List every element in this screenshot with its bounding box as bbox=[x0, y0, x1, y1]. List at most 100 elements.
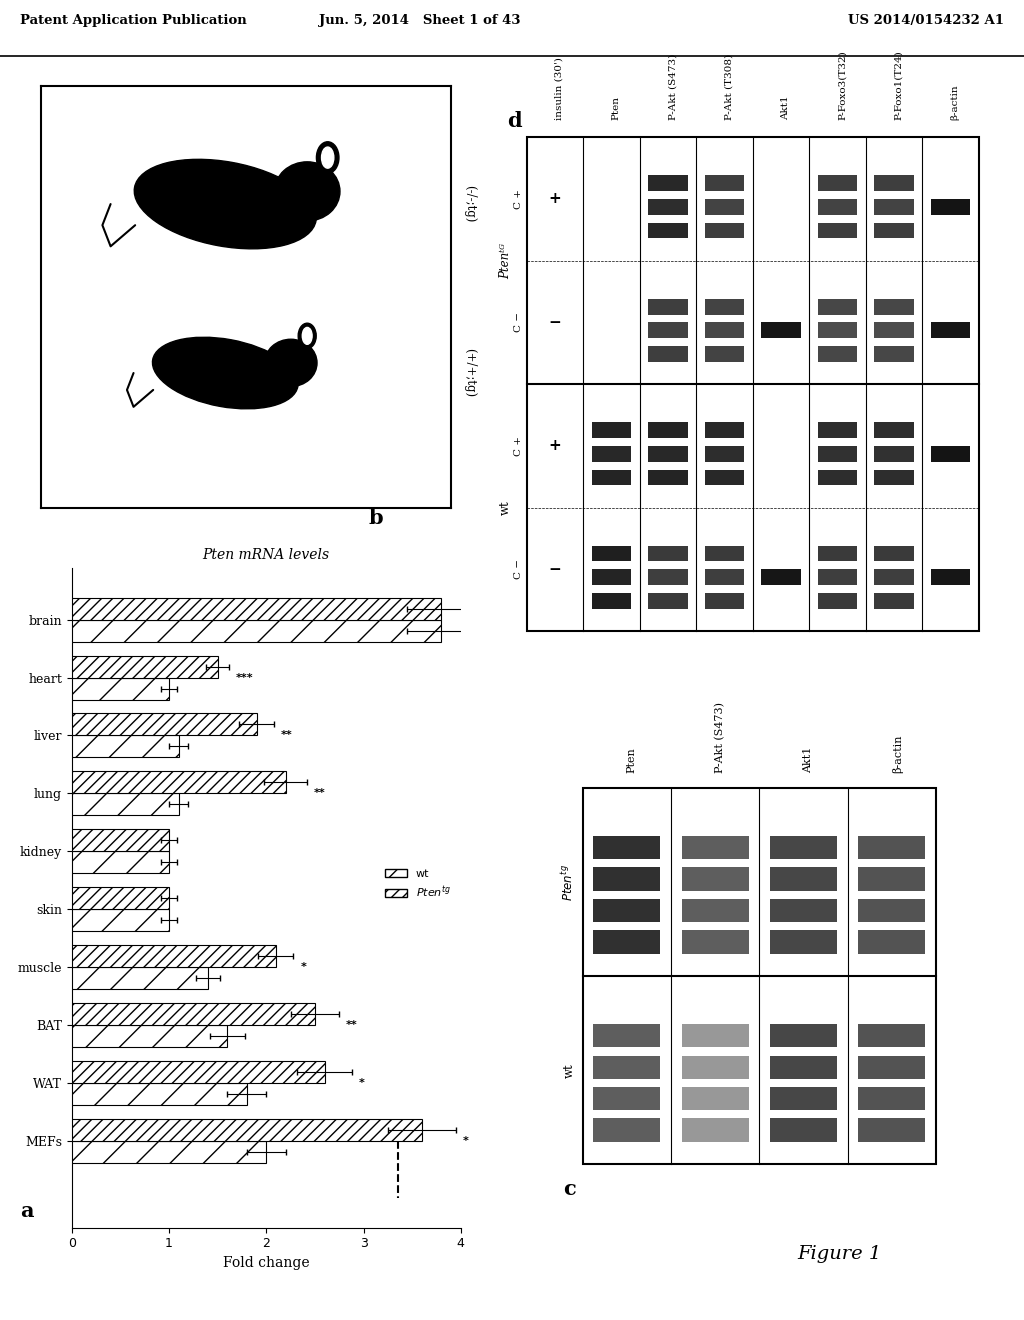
Bar bbox=[592, 545, 632, 561]
Title: Pten mRNA levels: Pten mRNA levels bbox=[203, 548, 330, 562]
Bar bbox=[648, 199, 688, 215]
Bar bbox=[931, 298, 971, 314]
Ellipse shape bbox=[153, 337, 298, 409]
Bar bbox=[818, 223, 857, 239]
Bar bbox=[874, 199, 914, 215]
Bar bbox=[818, 422, 857, 438]
Text: +: + bbox=[549, 191, 561, 206]
Bar bbox=[72, 909, 169, 931]
Text: P-Akt (S473): P-Akt (S473) bbox=[668, 54, 677, 120]
Bar bbox=[72, 713, 256, 735]
Bar bbox=[931, 346, 971, 362]
Bar bbox=[648, 446, 688, 462]
Bar bbox=[705, 569, 744, 585]
Bar bbox=[705, 199, 744, 215]
Bar bbox=[761, 322, 801, 338]
Text: ***: *** bbox=[237, 672, 254, 682]
Bar bbox=[770, 931, 837, 953]
Bar bbox=[931, 545, 971, 561]
Bar bbox=[593, 1118, 660, 1142]
Bar bbox=[72, 677, 169, 700]
Text: Figure 1: Figure 1 bbox=[798, 1245, 882, 1263]
Bar bbox=[761, 346, 801, 362]
Bar bbox=[648, 569, 688, 585]
Bar bbox=[858, 899, 926, 923]
Bar bbox=[592, 470, 632, 486]
Text: wt: wt bbox=[562, 1063, 575, 1077]
Bar bbox=[818, 446, 857, 462]
Bar bbox=[648, 346, 688, 362]
Text: C −: C − bbox=[514, 313, 523, 333]
Text: **: ** bbox=[281, 730, 293, 741]
Text: *: * bbox=[463, 1135, 469, 1146]
Bar bbox=[72, 619, 441, 642]
X-axis label: Fold change: Fold change bbox=[223, 1255, 309, 1270]
Bar bbox=[648, 223, 688, 239]
Text: C +: C + bbox=[514, 436, 523, 455]
Bar bbox=[858, 1118, 926, 1142]
Bar bbox=[931, 593, 971, 609]
Text: $Pten^{tg}$: $Pten^{tg}$ bbox=[560, 863, 575, 900]
Text: wt: wt bbox=[499, 500, 512, 515]
Text: Pten: Pten bbox=[627, 747, 637, 774]
Ellipse shape bbox=[322, 147, 334, 168]
Bar bbox=[858, 836, 926, 859]
Bar bbox=[648, 322, 688, 338]
Bar bbox=[705, 545, 744, 561]
Bar bbox=[593, 836, 660, 859]
Text: **: ** bbox=[314, 788, 326, 799]
Text: P-Foxo1(T24): P-Foxo1(T24) bbox=[894, 50, 903, 120]
Text: Pten: Pten bbox=[611, 96, 621, 120]
Bar bbox=[72, 1026, 227, 1047]
Text: P-Akt (S473): P-Akt (S473) bbox=[715, 702, 725, 774]
Bar bbox=[682, 836, 749, 859]
Bar bbox=[858, 1024, 926, 1047]
Bar bbox=[770, 867, 837, 891]
Bar bbox=[72, 1003, 315, 1026]
Bar bbox=[705, 346, 744, 362]
Text: Patent Application Publication: Patent Application Publication bbox=[20, 15, 247, 28]
Bar bbox=[858, 1086, 926, 1110]
Bar bbox=[705, 176, 744, 191]
Bar bbox=[818, 569, 857, 585]
Bar bbox=[72, 829, 169, 851]
Bar bbox=[592, 569, 632, 585]
Bar bbox=[931, 446, 971, 462]
Bar bbox=[761, 446, 801, 462]
Text: d: d bbox=[507, 111, 522, 132]
Bar bbox=[874, 422, 914, 438]
Text: P-Foxo3(T32): P-Foxo3(T32) bbox=[838, 50, 847, 120]
Ellipse shape bbox=[302, 327, 312, 345]
Bar bbox=[874, 322, 914, 338]
Text: **: ** bbox=[346, 1020, 357, 1030]
Bar bbox=[526, 137, 979, 631]
Bar bbox=[874, 569, 914, 585]
Bar bbox=[72, 887, 169, 909]
Bar bbox=[770, 1086, 837, 1110]
Bar bbox=[583, 788, 936, 1164]
Bar bbox=[705, 223, 744, 239]
Bar bbox=[874, 470, 914, 486]
Bar bbox=[770, 899, 837, 923]
Bar bbox=[593, 931, 660, 953]
Bar bbox=[761, 569, 801, 585]
Bar bbox=[682, 1086, 749, 1110]
Bar bbox=[72, 1119, 422, 1140]
Bar bbox=[72, 793, 179, 816]
Bar bbox=[931, 322, 971, 338]
Bar bbox=[874, 593, 914, 609]
Bar bbox=[818, 322, 857, 338]
Text: β-actin: β-actin bbox=[892, 734, 903, 774]
Ellipse shape bbox=[316, 141, 339, 173]
Text: P-Akt (T308): P-Akt (T308) bbox=[725, 54, 733, 120]
Bar bbox=[858, 931, 926, 953]
Bar bbox=[592, 322, 632, 338]
Bar bbox=[874, 298, 914, 314]
Ellipse shape bbox=[264, 339, 317, 387]
Bar bbox=[770, 1024, 837, 1047]
Text: Ptenᵗᴳ: Ptenᵗᴳ bbox=[499, 243, 512, 279]
Bar bbox=[593, 1024, 660, 1047]
Bar bbox=[770, 836, 837, 859]
Bar bbox=[705, 322, 744, 338]
Bar bbox=[682, 899, 749, 923]
